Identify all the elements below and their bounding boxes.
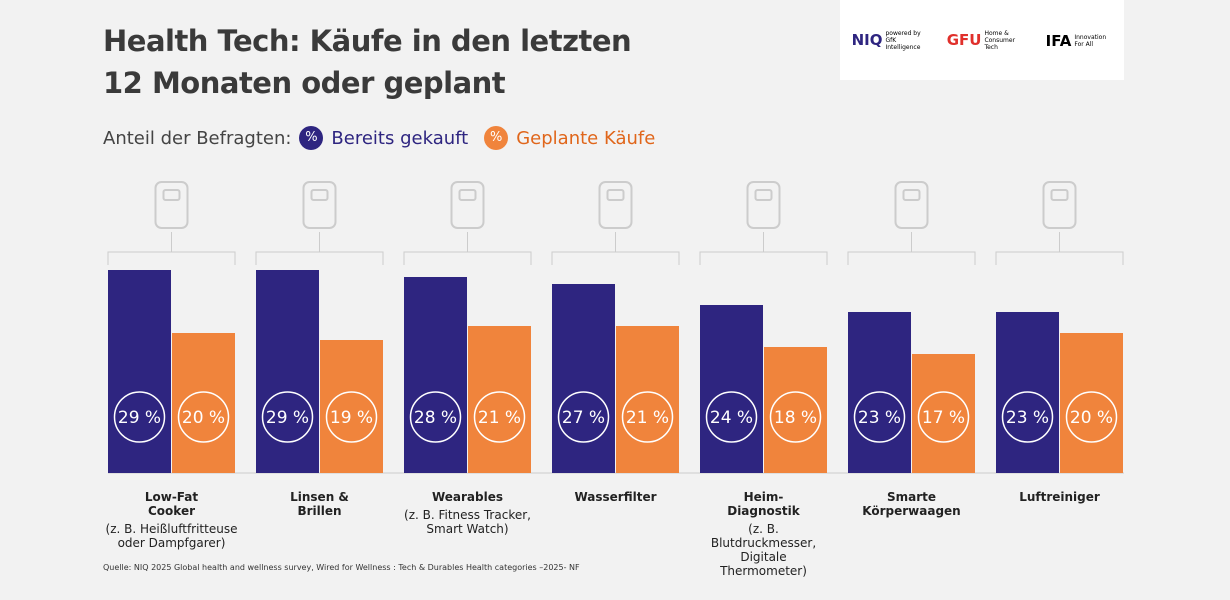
value-label: 24 % (710, 408, 753, 428)
category-name: Smarte Körperwaagen (862, 490, 961, 518)
value-label: 23 % (1006, 408, 1049, 428)
logo-note: Innovation For All (1074, 34, 1107, 48)
value-circle (1001, 391, 1054, 443)
category-name: Luftreiniger (1019, 490, 1100, 504)
bar (700, 305, 763, 473)
value-circle (261, 391, 314, 443)
category-name: Linsen & Brillen (290, 490, 349, 518)
value-label: 18 % (774, 408, 817, 428)
icon (746, 181, 781, 229)
source: Quelle: NIQ 2025 Global health and welln… (103, 563, 580, 572)
category-label: Wasserfilter (541, 490, 691, 508)
logo: NIQ (851, 30, 883, 49)
legend-badge: % (484, 126, 509, 150)
value-circle (705, 391, 758, 443)
value-circle (409, 391, 462, 443)
bar (1060, 333, 1123, 473)
icon (162, 189, 181, 201)
category-note: (z. B. Blutdruckmesser, Digitale Thermom… (710, 522, 817, 578)
category-label: Linsen & Brillen (245, 490, 395, 522)
category-note: (z. B. Heißluftfritteuse oder Dampfgarer… (105, 522, 238, 550)
bracket (551, 232, 680, 265)
category-label: Smarte Körperwaagen (837, 490, 987, 522)
category-label: Low-Fat Cooker (z. B. Heißluftfritteuse o… (97, 490, 247, 550)
logos: NIQ powered by GfK Intelligence GFU Home &… (840, 0, 1124, 80)
legend: Anteil der Befragten: % Bereits gekauft … (103, 126, 655, 150)
value-label: 17 % (922, 408, 965, 428)
icon (310, 189, 329, 201)
value-label: 23 % (858, 408, 901, 428)
value-circle (113, 391, 166, 443)
logo: IFA (1045, 31, 1072, 50)
category-name: Wasserfilter (574, 490, 657, 504)
value-label: 29 % (118, 408, 161, 428)
logo: GFU (946, 30, 982, 49)
icon (154, 181, 189, 229)
value-circle (621, 391, 674, 443)
value-circle (917, 391, 970, 443)
value-label: 20 % (1070, 408, 1113, 428)
value-circle (325, 391, 378, 443)
category-note: (z. B. Fitness Tracker, Smart Watch) (404, 508, 531, 536)
category-name: Low-Fat Cooker (144, 490, 199, 518)
legend-entry: Bereits gekauft (331, 127, 469, 149)
legend-badge: % (299, 126, 324, 150)
bar (552, 284, 615, 473)
bar (616, 326, 679, 473)
icon (458, 189, 477, 201)
icon (598, 181, 633, 229)
logo-note: Home & Consumer Tech (984, 29, 1016, 51)
icon (894, 181, 929, 229)
logo-note: powered by GfK Intelligence (885, 29, 921, 51)
bar (320, 340, 383, 473)
value-label: 19 % (330, 408, 373, 428)
value-circle (769, 391, 822, 443)
bar (468, 326, 531, 473)
bar (256, 270, 319, 473)
chart-title: Health Tech: Käufe in den letzten (103, 24, 632, 58)
bracket (403, 232, 532, 265)
bar (172, 333, 235, 473)
value-label: 28 % (414, 408, 457, 428)
value-label: 21 % (478, 408, 521, 428)
chart-title: 12 Monaten oder geplant (103, 66, 506, 100)
icon (902, 189, 921, 201)
icon (1042, 181, 1077, 229)
legend-prefix: Anteil der Befragten: (103, 127, 292, 149)
bracket (255, 232, 384, 265)
category-label: Luftreiniger (985, 490, 1135, 508)
icon (302, 181, 337, 229)
legend-entry: Geplante Käufe (516, 127, 656, 149)
category-label: Heim-Diagnostik (z. B. Blutdruckmesser, D… (689, 490, 839, 578)
bracket (847, 232, 976, 265)
value-label: 27 % (562, 408, 605, 428)
bar (108, 270, 171, 473)
category-name: Heim-Diagnostik (727, 490, 800, 518)
bracket (107, 232, 236, 265)
icon (1050, 189, 1069, 201)
category-name: Wearables (431, 490, 504, 504)
bar (404, 277, 467, 473)
value-label: 29 % (266, 408, 309, 428)
value-circle (557, 391, 610, 443)
value-circle (177, 391, 230, 443)
value-label: 20 % (182, 408, 225, 428)
value-label: 21 % (626, 408, 669, 428)
value-circle (853, 391, 906, 443)
bracket (699, 232, 828, 265)
category-label: Wearables (z. B. Fitness Tracker, Smart W… (393, 490, 543, 536)
value-circle (473, 391, 526, 443)
icon (450, 181, 485, 229)
bar (764, 347, 827, 473)
value-circle (1065, 391, 1118, 443)
bracket (995, 232, 1124, 265)
icon (606, 189, 625, 201)
icon (754, 189, 773, 201)
bar (912, 354, 975, 473)
